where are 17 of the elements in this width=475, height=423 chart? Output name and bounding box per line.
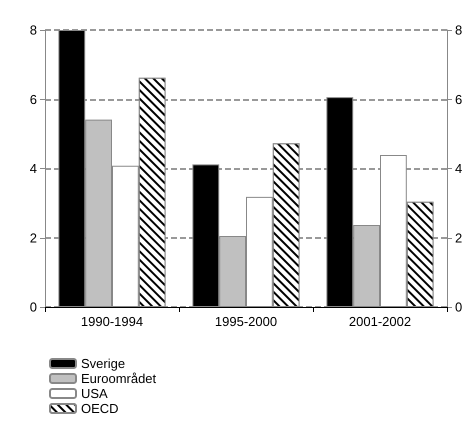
legend-label: Sverige bbox=[81, 356, 126, 371]
y-tick-label: 2 bbox=[30, 230, 37, 246]
y-tick-label: 0 bbox=[30, 300, 37, 314]
legend-label: USA bbox=[81, 386, 108, 401]
y2-tick-label: 0 bbox=[455, 300, 462, 314]
y2-tick-label: 4 bbox=[455, 161, 462, 176]
y-tick-label: 8 bbox=[30, 22, 37, 38]
y2-tick-label: 8 bbox=[455, 22, 462, 38]
x-tick-label: 1995-2000 bbox=[214, 314, 278, 329]
x-tick-label: 2001-2002 bbox=[348, 314, 412, 329]
legend-label: OECD bbox=[81, 401, 119, 416]
y-tick-label: 6 bbox=[30, 92, 37, 107]
y2-tick-label: 2 bbox=[455, 230, 462, 246]
y2-tick-label: 6 bbox=[455, 92, 462, 107]
x-tick-label: 1990-1994 bbox=[80, 314, 144, 329]
y-tick-label: 4 bbox=[30, 161, 37, 176]
legend-label: Euroområdet bbox=[81, 371, 157, 386]
